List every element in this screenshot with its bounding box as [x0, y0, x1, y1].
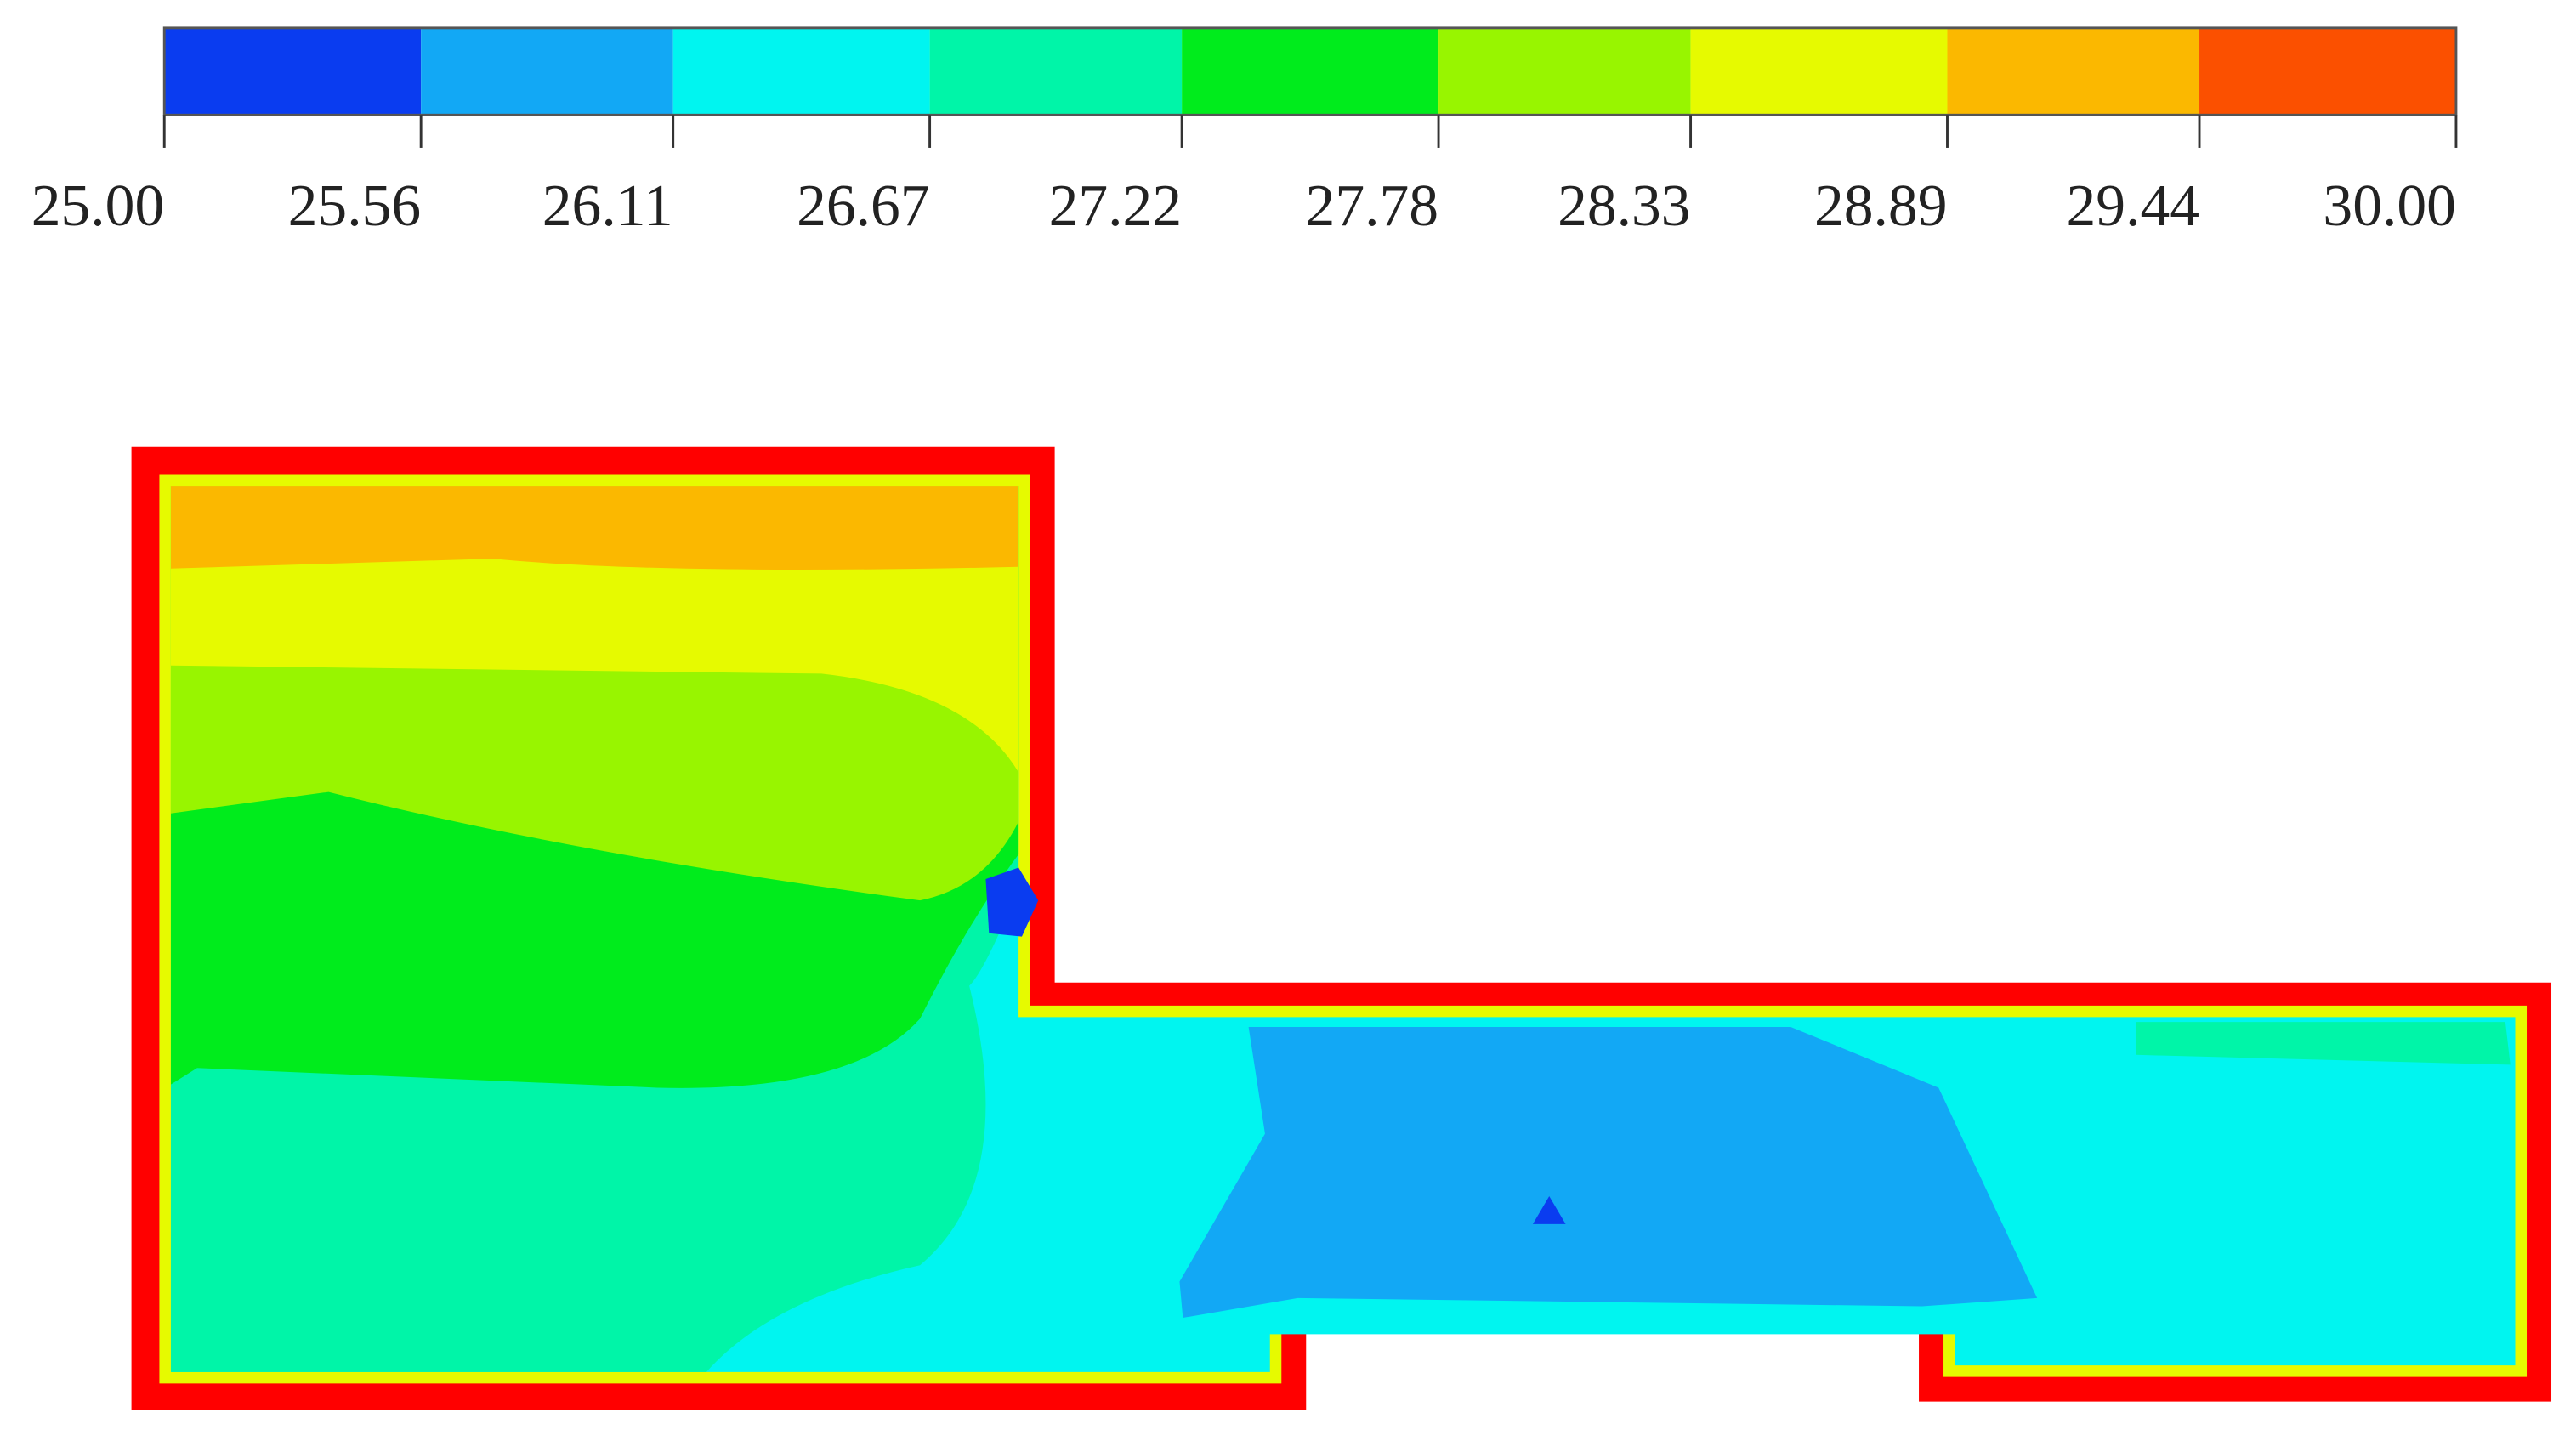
colorbar-segment [1947, 27, 2200, 116]
tick-label: 26.11 [542, 173, 673, 239]
colorbar-segment [1438, 27, 1691, 116]
colorbar-segment [672, 27, 930, 116]
tick-label: 27.78 [1306, 173, 1439, 239]
colorbar-segment [1690, 27, 1948, 116]
tick-label: 27.22 [1049, 173, 1183, 239]
contour-region [1532, 1196, 1566, 1224]
colorbar-segment [421, 27, 673, 116]
tick-label: 25.56 [288, 173, 422, 239]
colorbar-segment [164, 27, 422, 116]
colorbar-frame [162, 26, 2458, 116]
contour-region [985, 867, 1039, 937]
tick-label: 28.89 [1814, 173, 1948, 239]
contour-region [1179, 1026, 2038, 1319]
tick-label: 29.44 [2067, 173, 2200, 239]
colorbar-segment [1182, 27, 1439, 116]
tick-label: 28.33 [1558, 173, 1691, 239]
contour-region [2136, 1022, 2511, 1065]
colorbar-segment [2199, 27, 2456, 116]
colorbar: 25.00 25.56 26.11 26.67 27.22 27.78 28.33 28.89… [31, 26, 2458, 239]
contour-region [170, 486, 1019, 570]
contour-field [131, 446, 2552, 1410]
tick-label: 30.00 [2323, 173, 2456, 239]
colorbar-segment [929, 27, 1183, 116]
tick-label: 25.00 [31, 173, 165, 239]
tick-label: 26.67 [797, 173, 930, 239]
